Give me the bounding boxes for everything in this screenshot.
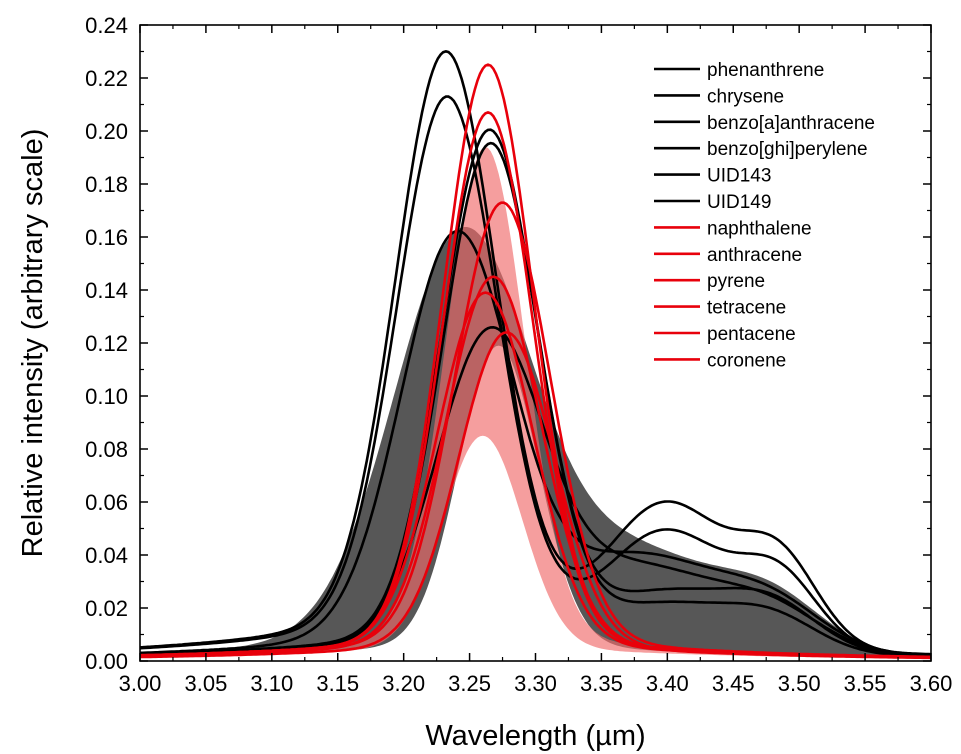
y-axis: 0.00 0.02 0.04 0.06 0.08 0.10 0.12 0.14 0.16 0.18… <box>85 13 931 674</box>
legend-label-chrysene: chrysene <box>707 86 784 107</box>
legend-label-benzo-a-anthracene: benzo[a]anthracene <box>707 113 875 134</box>
x-tick-label: 3.15 <box>316 671 359 696</box>
x-tick-label: 3.25 <box>448 671 491 696</box>
y-tick-label: 0.20 <box>85 119 128 144</box>
y-tick-label: 0.22 <box>85 66 128 91</box>
y-tick-label: 0.04 <box>85 543 128 568</box>
x-tick-label: 3.55 <box>844 671 887 696</box>
x-tick-label: 3.10 <box>250 671 293 696</box>
x-tick-label: 3.45 <box>712 671 755 696</box>
band-2 <box>140 146 931 659</box>
legend-label-naphthalene: naphthalene <box>707 218 812 239</box>
x-axis: 3.00 3.05 3.10 3.15 3.20 3.25 3.30 3.35 3.40 3.45… <box>119 25 953 696</box>
x-tick-label: 3.00 <box>119 671 162 696</box>
series-line-uid143 <box>140 229 932 658</box>
x-tick-label: 3.60 <box>910 671 953 696</box>
series-line-phenanthrene <box>139 50 932 656</box>
legend-label-anthracene: anthracene <box>707 245 802 266</box>
legend: phenanthrene chrysene benzo[a]anthracene be… <box>654 60 875 371</box>
y-tick-label: 0.10 <box>85 384 128 409</box>
x-tick-label: 3.40 <box>646 671 689 696</box>
legend-label-uid143: UID143 <box>707 166 771 187</box>
series-line-chrysene <box>139 95 932 656</box>
y-tick-label: 0.02 <box>85 596 128 621</box>
legend-label-benzo-ghi-perylene: benzo[ghi]perylene <box>707 139 868 160</box>
legend-label-pyrene: pyrene <box>707 271 765 292</box>
x-tick-label: 3.35 <box>580 671 623 696</box>
x-tick-label: 3.05 <box>185 671 228 696</box>
y-tick-label: 0.18 <box>85 172 128 197</box>
x-axis-label: Wavelength (µm) <box>425 720 645 752</box>
y-tick-label: 0.14 <box>85 278 128 303</box>
legend-label-pentacene: pentacene <box>707 324 796 345</box>
legend-label-phenanthrene: phenanthrene <box>707 60 824 81</box>
x-tick-label: 3.50 <box>778 671 821 696</box>
y-tick-label: 0.16 <box>85 225 128 250</box>
y-tick-label: 0.00 <box>85 649 128 674</box>
legend-label-tetracene: tetracene <box>707 298 786 319</box>
x-tick-label: 3.20 <box>382 671 425 696</box>
y-tick-label: 0.24 <box>85 13 128 38</box>
y-tick-label: 0.12 <box>85 331 128 356</box>
x-tick-label: 3.30 <box>514 671 557 696</box>
legend-label-uid149: UID149 <box>707 192 771 213</box>
y-tick-label: 0.06 <box>85 490 128 515</box>
y-axis-label: Relative intensity (arbitrary scale) <box>17 129 49 558</box>
legend-label-coronene: coronene <box>707 350 786 371</box>
y-tick-label: 0.08 <box>85 437 128 462</box>
